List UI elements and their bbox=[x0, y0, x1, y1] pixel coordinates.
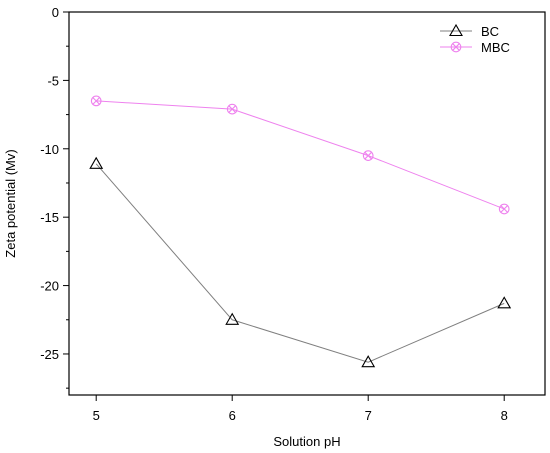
legend-item-bc: BC bbox=[440, 23, 499, 39]
y-tick-label: -20 bbox=[40, 279, 59, 294]
data-point-bc bbox=[225, 312, 240, 325]
series-bc bbox=[89, 156, 512, 368]
plot-frame bbox=[68, 11, 546, 396]
x-tick-label: 8 bbox=[501, 408, 508, 423]
y-tick-label: -15 bbox=[40, 210, 59, 225]
series-line-mbc bbox=[96, 100, 505, 210]
y-tick-label: -5 bbox=[47, 73, 59, 88]
data-point-mbc bbox=[226, 103, 238, 115]
x-tick-label: 5 bbox=[93, 408, 100, 423]
data-point-bc bbox=[497, 296, 512, 309]
x-axis-title: Solution pH bbox=[273, 434, 340, 449]
y-axis-title: Zeta potential (Mv) bbox=[3, 149, 18, 257]
legend-item-mbc: MBC bbox=[440, 40, 510, 55]
legend-marker bbox=[449, 23, 463, 37]
series-line-bc bbox=[95, 163, 505, 363]
data-point-mbc bbox=[90, 95, 102, 107]
data-point-mbc bbox=[362, 150, 374, 161]
y-tick-label: -10 bbox=[40, 142, 59, 157]
y-tick-label: 0 bbox=[52, 5, 59, 20]
legend-label: MBC bbox=[481, 40, 510, 55]
data-point-bc bbox=[89, 156, 104, 169]
series-layer bbox=[89, 95, 512, 368]
x-tick-label: 7 bbox=[365, 408, 372, 423]
x-tick-label: 6 bbox=[229, 408, 236, 423]
legend-marker bbox=[450, 41, 462, 53]
y-tick-label: -25 bbox=[40, 347, 59, 362]
data-point-mbc bbox=[498, 203, 510, 215]
legend-label: BC bbox=[481, 24, 499, 39]
series-mbc bbox=[90, 95, 510, 215]
axes: 5 6 7 8 0 -5 -10 -15 -20 -25 bbox=[40, 5, 546, 423]
data-point-bc bbox=[361, 355, 376, 368]
